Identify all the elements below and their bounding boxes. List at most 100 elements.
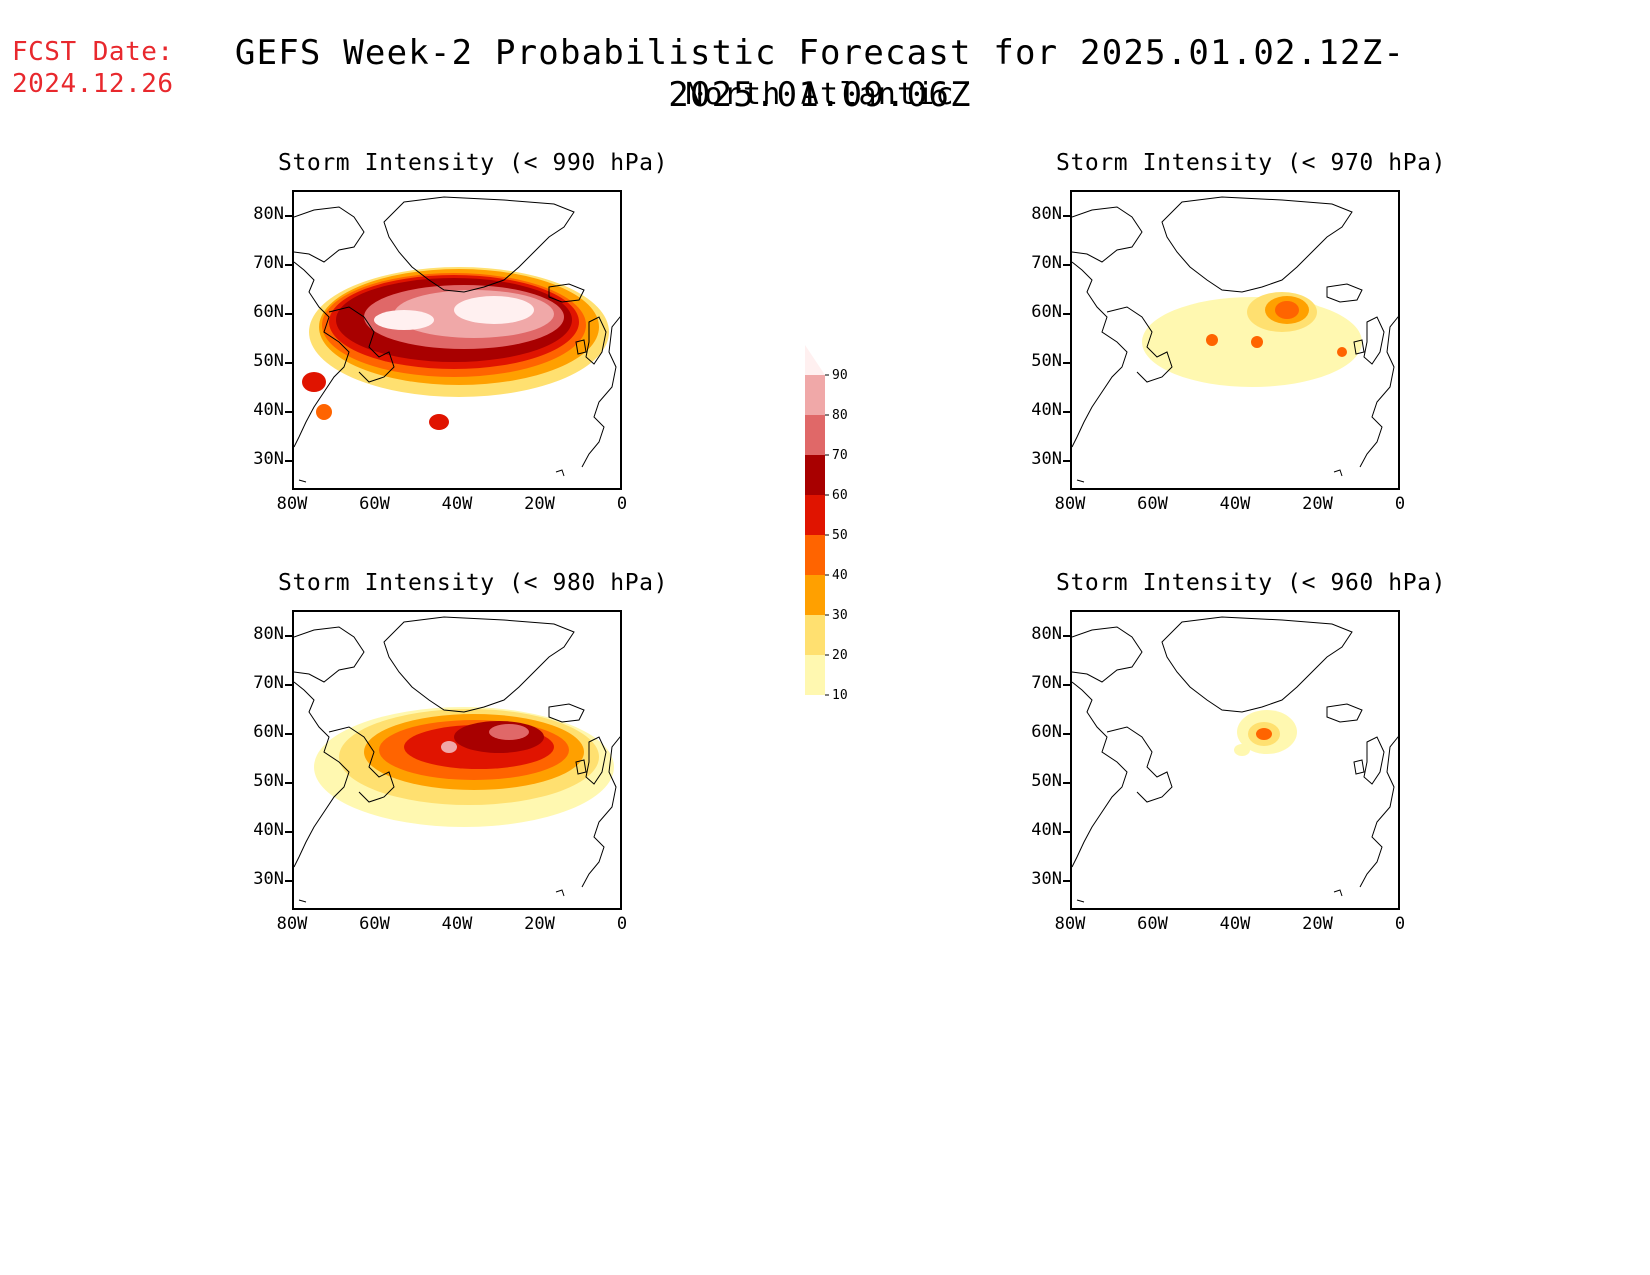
coastline (1363, 736, 1385, 785)
lon-tick-label: 60W (359, 494, 390, 514)
probability-contour (429, 414, 449, 430)
lat-tick-label: 60N (1031, 722, 1062, 742)
coastline (1106, 726, 1173, 803)
lat-tick-label: 80N (253, 624, 284, 644)
coastline (585, 316, 607, 365)
probability-field (294, 196, 620, 483)
lat-tick (1063, 215, 1070, 217)
lat-tick (285, 362, 292, 364)
lat-tick-label: 30N (253, 869, 284, 889)
lat-tick-label: 70N (253, 673, 284, 693)
panel-title: Storm Intensity (< 990 hPa) (278, 150, 669, 176)
probability-contour (1251, 336, 1263, 348)
probability-contour (316, 404, 332, 420)
lat-tick-label: 70N (253, 253, 284, 273)
probability-contour (489, 724, 529, 740)
lat-tick-label: 40N (253, 400, 284, 420)
coastline (294, 206, 365, 263)
coastline (383, 196, 575, 293)
lat-tick (285, 880, 292, 882)
lat-tick-label: 70N (1031, 253, 1062, 273)
lat-tick-label: 80N (1031, 204, 1062, 224)
colorbar-swatch (805, 535, 825, 575)
coastline (1359, 736, 1398, 888)
colorbar-label: 10 (832, 688, 848, 703)
lat-tick-label: 80N (253, 204, 284, 224)
colorbar-swatch (805, 615, 825, 655)
coastline (294, 681, 350, 868)
colorbar-cap-top (805, 345, 825, 375)
probability-field (294, 616, 620, 903)
lon-tick-label: 20W (524, 494, 555, 514)
probability-contour (1234, 744, 1250, 756)
coastline (548, 283, 585, 303)
lon-tick-label: 0 (616, 914, 628, 934)
lon-tick-label: 80W (1054, 914, 1086, 934)
coastline (548, 703, 585, 723)
coastline (1076, 479, 1085, 483)
probability-contour (454, 296, 534, 324)
colorbar-swatch (805, 415, 825, 455)
colorbar-label: 60 (832, 488, 848, 503)
colorbar-label: 30 (832, 608, 848, 623)
colorbar-swatch (805, 575, 825, 615)
probability-contour (1275, 301, 1299, 319)
coastline (328, 306, 395, 383)
lat-tick (285, 782, 292, 784)
coastline (1326, 283, 1363, 303)
coastline (1333, 889, 1343, 897)
lat-tick-label: 30N (1031, 449, 1062, 469)
coastline (1161, 196, 1353, 293)
lat-tick-label: 80N (1031, 624, 1062, 644)
probability-contour (1256, 728, 1272, 740)
coastline (1161, 616, 1353, 713)
coastline (1359, 316, 1398, 468)
coastline (1333, 469, 1343, 477)
lat-tick (285, 313, 292, 315)
lon-tick-label: 60W (1137, 914, 1168, 934)
coastline (575, 339, 587, 355)
lat-tick (285, 831, 292, 833)
lon-tick-label: 60W (1137, 494, 1168, 514)
map-frame (292, 190, 622, 490)
lon-tick-label: 80W (1054, 494, 1086, 514)
lat-tick (285, 635, 292, 637)
lat-tick (285, 733, 292, 735)
coastline (1076, 899, 1085, 903)
probability-field (1072, 196, 1398, 483)
coastline (298, 479, 307, 483)
lat-tick (1063, 362, 1070, 364)
colorbar-label: 40 (832, 568, 848, 583)
coastline (1072, 681, 1128, 868)
lat-tick (1063, 880, 1070, 882)
coastline (294, 626, 365, 683)
lat-tick (1063, 460, 1070, 462)
colorbar-swatch (805, 375, 825, 415)
coastline (328, 726, 395, 803)
colorbar-label: 50 (832, 528, 848, 543)
lat-tick-label: 50N (1031, 351, 1062, 371)
lon-tick-label: 20W (1302, 914, 1333, 934)
fcst-date-value: 2024.12.26 (12, 69, 174, 99)
coastline (1106, 306, 1173, 383)
lat-tick-label: 40N (1031, 400, 1062, 420)
region-subtitle: North Atlantic (685, 77, 955, 112)
lon-tick-label: 40W (1219, 494, 1251, 514)
coastline (555, 469, 565, 477)
lat-tick (1063, 782, 1070, 784)
coastline (581, 316, 620, 468)
coastline (585, 736, 607, 785)
map-frame (1070, 610, 1400, 910)
colorbar-swatch (805, 455, 825, 495)
lon-tick-label: 40W (441, 494, 473, 514)
colorbar: 90 80 70 60 50 40 30 20 10 (805, 335, 865, 735)
lon-tick-label: 0 (616, 494, 628, 514)
lon-tick-label: 0 (1394, 494, 1406, 514)
lon-tick-label: 20W (524, 914, 555, 934)
coastline (1326, 703, 1363, 723)
colorbar-label: 80 (832, 408, 848, 423)
coastline (1072, 261, 1128, 448)
lat-tick-label: 40N (253, 820, 284, 840)
lat-tick-label: 60N (253, 722, 284, 742)
coastline (1072, 626, 1143, 683)
